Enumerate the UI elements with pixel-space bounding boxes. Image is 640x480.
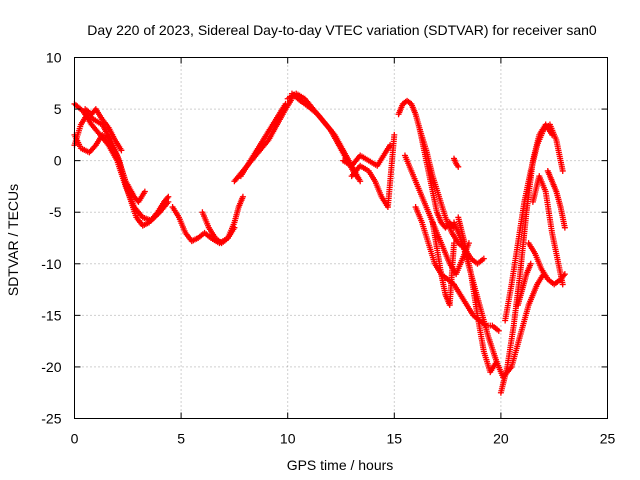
chart-title: Day 220 of 2023, Sidereal Day-to-day VTE… [87,22,597,38]
x-tick-label: 0 [71,431,79,447]
data-point [118,147,125,154]
y-tick-label: -10 [41,256,61,272]
plot-frame [74,57,608,419]
series-track-15 [401,152,472,278]
x-axis-label: GPS time / hours [287,457,394,473]
data-point [165,193,172,200]
series-track-22 [502,121,566,324]
data-point [282,100,289,107]
data-point [560,272,567,279]
series-track-08 [237,100,289,180]
x-tick-label: 15 [387,431,403,447]
series-track-19 [455,214,500,376]
data-point [357,178,364,185]
x-tick-label: 20 [493,431,509,447]
data-point [141,188,148,195]
data-point [561,224,568,231]
series-track-17 [429,219,457,309]
y-tick-label: -25 [41,411,61,427]
series-track-16 [416,126,487,267]
series-track-10 [288,90,364,185]
data-points [71,90,568,396]
series-track-04 [82,106,125,154]
data-point [455,163,462,170]
data-point [493,358,500,365]
series-track-26 [514,260,534,309]
y-tick-label: 10 [46,50,62,66]
y-tick-label: 5 [54,101,62,117]
series-track-20 [450,155,462,170]
data-point [165,198,172,205]
data-point [164,195,171,202]
data-point [527,260,534,267]
data-point [495,327,502,334]
series-track-25 [544,167,568,231]
y-tick-label: -15 [41,307,61,323]
axis-ticks: 0 5 10 15 20 25 -25 -20 -15 -10 -5 0 5 10 [41,50,615,447]
x-tick-label: 10 [280,431,296,447]
series-track-24 [525,240,568,288]
series-track-13 [395,97,457,231]
data-point [391,131,398,138]
series-track-03 [71,131,148,205]
series-track-23 [529,173,566,288]
series-track-21 [497,121,556,396]
y-axis-label: SDTVAR / TECUs [5,184,21,296]
y-tick-label: -5 [49,204,62,220]
series-track-12 [348,131,398,211]
data-point [480,255,487,262]
x-tick-label: 25 [600,431,616,447]
x-tick-label: 5 [177,431,185,447]
y-tick-label: -20 [41,359,61,375]
data-point [561,271,568,278]
grid [74,57,608,419]
y-tick-label: 0 [54,153,62,169]
series-track-06 [199,193,246,247]
data-point [559,167,566,174]
data-point [239,193,246,200]
data-point [450,240,457,247]
data-point [559,281,566,288]
